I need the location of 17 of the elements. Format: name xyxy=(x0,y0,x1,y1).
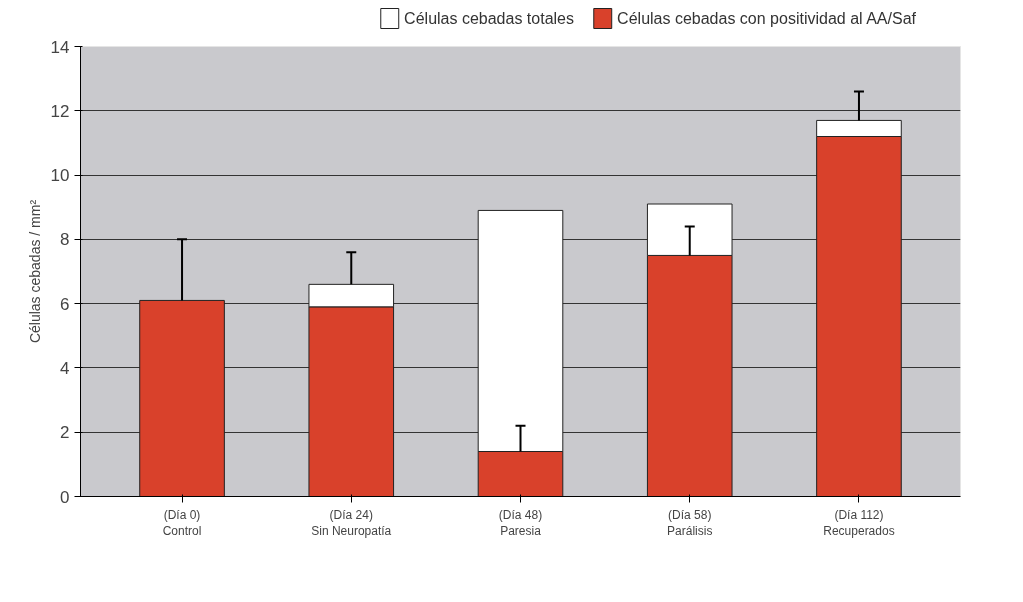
bar xyxy=(139,299,225,497)
y-axis-title: Células cebadas / mm² xyxy=(26,199,43,344)
legend-label: Células cebadas totales xyxy=(404,10,575,27)
y-tick-label: 10 xyxy=(50,166,70,186)
y-tick-label: 6 xyxy=(60,294,70,314)
y-tick-label: 12 xyxy=(50,101,70,121)
legend-label: Células cebadas con positividad al AA/Saf xyxy=(617,10,917,27)
x-tick-label: (Día 112) Recuperados xyxy=(823,507,895,539)
y-tick-label: 4 xyxy=(60,358,70,378)
y-tick-label: 8 xyxy=(60,230,70,250)
x-tick-label: (Día 0) Control xyxy=(162,507,202,539)
x-tick-label: (Día 24) Sin Neuropatía xyxy=(311,507,392,539)
y-tick-label: 2 xyxy=(60,423,70,443)
y-tick-label: 14 xyxy=(50,37,70,57)
y-tick-label: 0 xyxy=(60,487,70,507)
x-tick-label: (Día 48) Paresia xyxy=(498,507,543,539)
x-tick-label: (Día 58) Parálisis xyxy=(667,507,713,539)
